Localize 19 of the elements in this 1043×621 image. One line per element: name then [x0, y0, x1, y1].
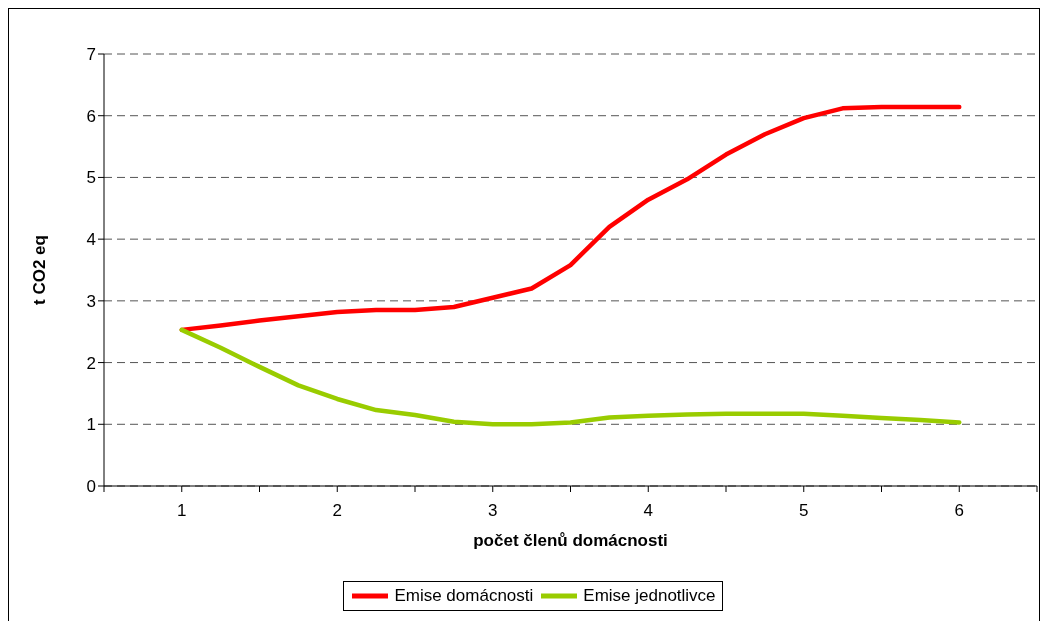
y-tick-label: 2	[86, 353, 96, 373]
x-tick-label: 6	[954, 501, 964, 520]
line-series	[179, 327, 962, 427]
y-axis-title: t CO2 eq	[30, 235, 50, 305]
x-axis-title: počet členů domácnosti	[473, 531, 668, 550]
x-tick-label: 1	[177, 501, 187, 520]
legend-label: Emise jednotlivce	[582, 586, 716, 606]
y-tick-label: 5	[86, 168, 96, 188]
x-tick-label: 4	[643, 501, 653, 520]
y-tick-label: 1	[86, 415, 96, 435]
legend-label: Emise domácnosti	[393, 586, 534, 606]
y-tick-label: 0	[86, 477, 96, 497]
y-tick-label: 7	[86, 45, 96, 65]
x-tick-label: 3	[488, 501, 498, 520]
y-tick-label: 4	[86, 230, 96, 250]
x-tick-label: 2	[332, 501, 342, 520]
y-tick-label: 3	[86, 291, 96, 311]
x-tick-label: 5	[799, 501, 809, 520]
y-tick-label: 6	[86, 106, 96, 126]
